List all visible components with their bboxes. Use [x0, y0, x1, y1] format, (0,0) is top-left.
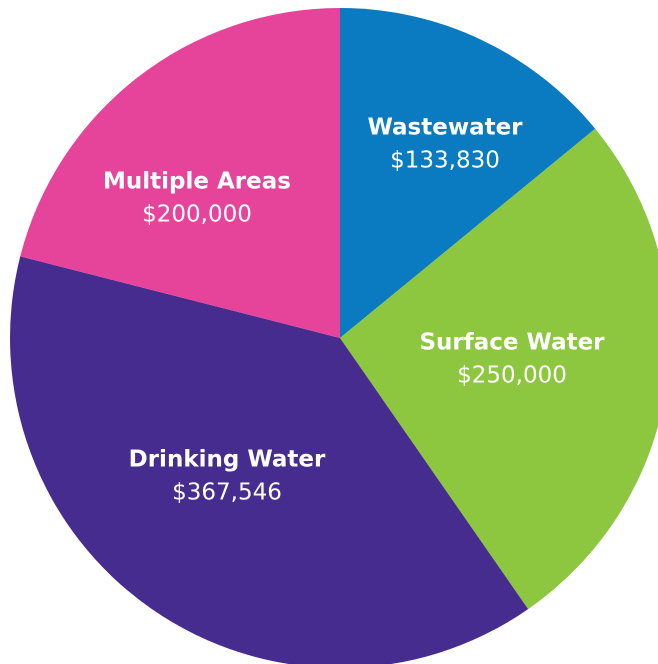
slice-value: $133,830 — [390, 148, 500, 174]
slice-value: $250,000 — [457, 363, 567, 389]
slice-label: Multiple Areas — [103, 169, 291, 195]
pie-slice — [20, 8, 341, 338]
slice-label: Surface Water — [419, 330, 605, 356]
pie-slice — [10, 256, 529, 664]
pie-slice — [340, 128, 658, 610]
slice-label: Drinking Water — [129, 447, 326, 473]
pie-slice — [340, 8, 596, 338]
slice-value: $367,546 — [172, 480, 282, 506]
slice-label: Wastewater — [367, 115, 523, 141]
slice-value: $200,000 — [142, 202, 252, 228]
